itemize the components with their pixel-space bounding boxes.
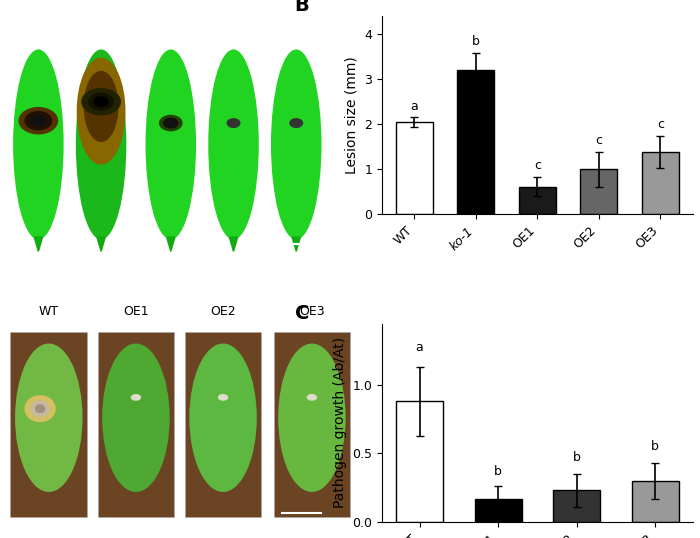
Ellipse shape <box>84 71 118 142</box>
Text: OE1: OE1 <box>158 0 183 2</box>
Text: c: c <box>657 118 664 131</box>
Ellipse shape <box>25 395 56 422</box>
Bar <box>396 122 433 215</box>
Text: b: b <box>651 441 659 454</box>
Circle shape <box>228 119 240 128</box>
Circle shape <box>307 394 317 401</box>
Ellipse shape <box>15 344 83 492</box>
Text: c: c <box>596 134 603 147</box>
Text: a: a <box>411 100 419 113</box>
Y-axis label: Pathogen growth (Ab/At): Pathogen growth (Ab/At) <box>332 337 346 508</box>
Ellipse shape <box>208 49 259 239</box>
Circle shape <box>25 112 52 130</box>
Text: B: B <box>295 0 309 15</box>
Text: OE2: OE2 <box>220 0 246 2</box>
Bar <box>458 70 494 215</box>
Circle shape <box>218 394 228 401</box>
Text: OE3: OE3 <box>299 305 325 318</box>
Text: C: C <box>295 304 309 323</box>
Ellipse shape <box>102 344 169 492</box>
Circle shape <box>19 108 57 134</box>
Ellipse shape <box>31 400 50 417</box>
Text: b: b <box>573 451 581 464</box>
Circle shape <box>131 394 141 401</box>
Bar <box>642 152 679 215</box>
Circle shape <box>290 119 302 128</box>
Bar <box>519 187 556 215</box>
Circle shape <box>164 118 178 128</box>
Text: OE3: OE3 <box>284 0 309 2</box>
Text: b: b <box>472 34 480 48</box>
Circle shape <box>94 97 108 107</box>
Ellipse shape <box>146 49 196 239</box>
Polygon shape <box>97 237 105 251</box>
Circle shape <box>82 89 120 115</box>
Text: OE2: OE2 <box>210 305 236 318</box>
Circle shape <box>160 116 182 131</box>
Ellipse shape <box>13 49 64 239</box>
Bar <box>97 332 174 518</box>
Text: OE1: OE1 <box>123 305 148 318</box>
Text: a: a <box>416 341 423 353</box>
Circle shape <box>89 94 113 110</box>
Bar <box>185 332 261 518</box>
Bar <box>580 169 617 215</box>
Text: ko-1: ko-1 <box>88 0 115 2</box>
Polygon shape <box>292 237 300 251</box>
Text: b: b <box>494 465 502 478</box>
Ellipse shape <box>76 49 127 239</box>
Text: WT: WT <box>28 0 48 2</box>
Ellipse shape <box>35 404 46 413</box>
Bar <box>274 332 350 518</box>
Polygon shape <box>230 237 238 251</box>
Bar <box>631 481 679 522</box>
Circle shape <box>31 116 46 126</box>
Polygon shape <box>34 237 43 251</box>
Text: c: c <box>534 159 541 172</box>
Ellipse shape <box>278 344 346 492</box>
Y-axis label: Lesion size (mm): Lesion size (mm) <box>344 56 358 174</box>
Bar <box>396 401 443 522</box>
Polygon shape <box>167 237 175 251</box>
Bar <box>475 499 522 522</box>
Ellipse shape <box>77 58 125 165</box>
Ellipse shape <box>189 344 257 492</box>
Text: WT: WT <box>38 305 59 318</box>
Ellipse shape <box>271 49 321 239</box>
Bar <box>10 332 87 518</box>
Bar <box>553 491 601 522</box>
